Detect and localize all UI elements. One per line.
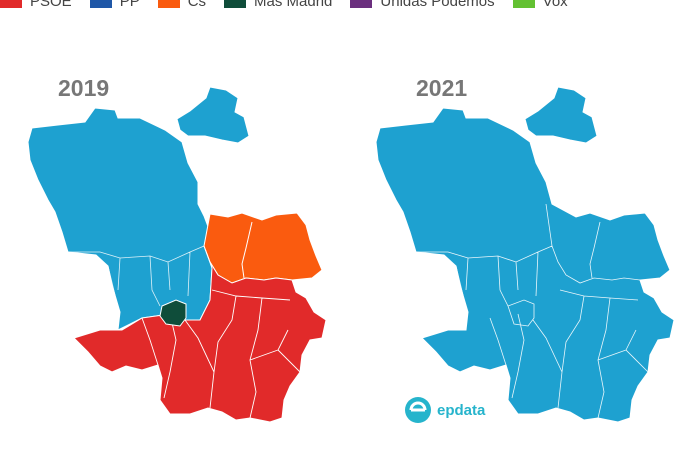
legend-item-vox: Vox (512, 0, 568, 10)
legend-label-mas-madrid: Más Madrid (254, 0, 333, 10)
legend-item-pp: PP (89, 0, 140, 10)
legend-label-pp: PP (119, 0, 140, 10)
legend-swatch-pp (89, 0, 112, 8)
legend-item-unidas-podemos: Unidas Podemos (350, 0, 495, 10)
epdata-logo-icon (405, 397, 431, 423)
legend-swatch-mas-madrid (224, 0, 247, 8)
legend-swatch-cs (157, 0, 180, 8)
legend-label-cs: Cs (187, 0, 207, 10)
municipality-2021-pp (375, 86, 675, 423)
legend-label-vox: Vox (542, 0, 568, 10)
legend-item-psoe: PSOE (0, 0, 72, 10)
district-south-psoe (73, 245, 327, 423)
legend-swatch-vox (512, 0, 535, 8)
map-title-2019: 2019 (58, 75, 110, 101)
legend-label-psoe: PSOE (30, 0, 72, 10)
district-psoe-borders (141, 289, 301, 419)
legend-swatch-unidas-podemos (350, 0, 373, 8)
legend-swatch-psoe (0, 0, 22, 8)
district-pp-borders (68, 245, 205, 307)
map-title-2021: 2021 (416, 75, 468, 101)
epdata-logo-text: epdata (437, 401, 486, 419)
district-cs-divider (241, 221, 253, 279)
district-centro-mas-madrid (159, 299, 187, 327)
legend: PSOE PP Cs Más Madrid Unidas Podemos Vox (0, 0, 586, 11)
legend-label-unidas-podemos: Unidas Podemos (380, 0, 495, 10)
epdata-logo: epdata (404, 396, 485, 424)
legend-item-mas-madrid: Más Madrid (224, 0, 332, 10)
legend-item-cs: Cs (157, 0, 207, 10)
district-2021-borders (416, 203, 649, 419)
